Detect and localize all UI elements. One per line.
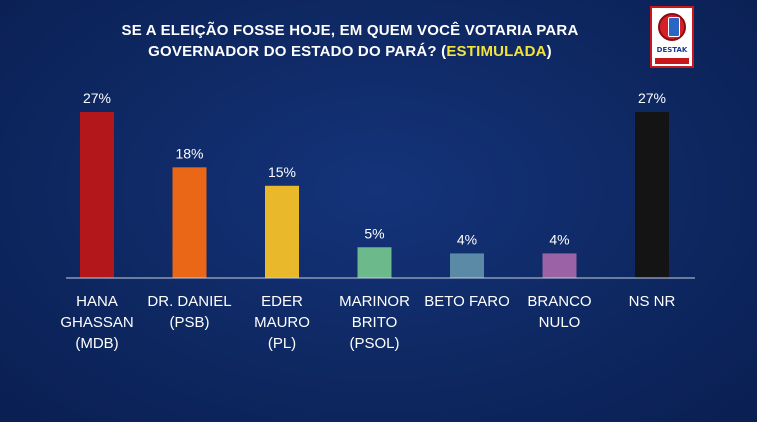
category-label-3-line-0: MARINOR — [339, 293, 410, 310]
logo-strip — [655, 58, 689, 64]
category-label-3-line-1: BRITO — [352, 314, 398, 331]
category-label-2-line-0: EDER — [261, 293, 303, 310]
category-label-2: EDER MAURO (PL) — [254, 293, 310, 352]
chart-title-highlight: ESTIMULADA — [446, 43, 547, 60]
category-label-4-line-0: BETO FARO — [424, 293, 510, 310]
pollster-logo: DESTAK — [650, 6, 694, 68]
category-label-3-line-2: (PSOL) — [349, 335, 399, 352]
category-label-0-line-1: GHASSAN — [60, 314, 133, 331]
value-label-3: 5% — [364, 225, 384, 241]
chart-title-line1: SE A ELEIÇÃO FOSSE HOJE, EM QUEM VOCÊ VO… — [121, 22, 579, 39]
category-label-5-line-1: NULO — [539, 314, 581, 331]
category-label-3: MARINOR BRITO (PSOL) — [339, 293, 410, 352]
logo-name: DESTAK — [656, 46, 688, 54]
bar-6 — [635, 112, 669, 278]
bar-1 — [172, 167, 207, 278]
value-label-1: 18% — [175, 145, 203, 161]
bar-0 — [80, 112, 114, 278]
category-label-1: DR. DANIEL (PSB) — [147, 293, 231, 331]
value-label-6: 27% — [638, 90, 666, 106]
bar-3 — [357, 247, 392, 278]
chart-title-line2-suffix: ) — [546, 43, 552, 60]
chart-title: SE A ELEIÇÃO FOSSE HOJE, EM QUEM VOCÊ VO… — [60, 20, 640, 62]
bar-2 — [265, 185, 299, 278]
category-label-5-line-0: BRANCO — [527, 293, 591, 310]
value-label-4: 4% — [457, 231, 477, 247]
category-label-2-line-2: (PL) — [268, 335, 296, 352]
category-label-2-line-1: MAURO — [254, 314, 310, 331]
category-label-0: HANA GHASSAN (MDB) — [60, 293, 133, 352]
category-label-1-line-1: (PSB) — [169, 314, 209, 331]
category-label-6-line-0: NS NR — [629, 293, 676, 310]
category-label-0-line-2: (MDB) — [75, 335, 118, 352]
value-label-5: 4% — [549, 231, 569, 247]
phone-icon — [668, 17, 680, 37]
category-label-4: BETO FARO — [424, 293, 510, 310]
bar-4 — [450, 253, 484, 278]
category-label-5: BRANCO NULO — [527, 293, 591, 331]
value-label-2: 15% — [268, 164, 296, 180]
bar-5 — [542, 253, 577, 278]
value-label-0: 27% — [83, 90, 111, 106]
chart-title-line2: GOVERNADOR DO ESTADO DO PARÁ? (ESTIMULAD… — [60, 41, 640, 62]
category-label-0-line-0: HANA — [76, 293, 118, 310]
category-label-6: NS NR — [629, 293, 676, 310]
category-label-1-line-0: DR. DANIEL — [147, 293, 231, 310]
chart-title-line2-prefix: GOVERNADOR DO ESTADO DO PARÁ? ( — [148, 43, 447, 60]
